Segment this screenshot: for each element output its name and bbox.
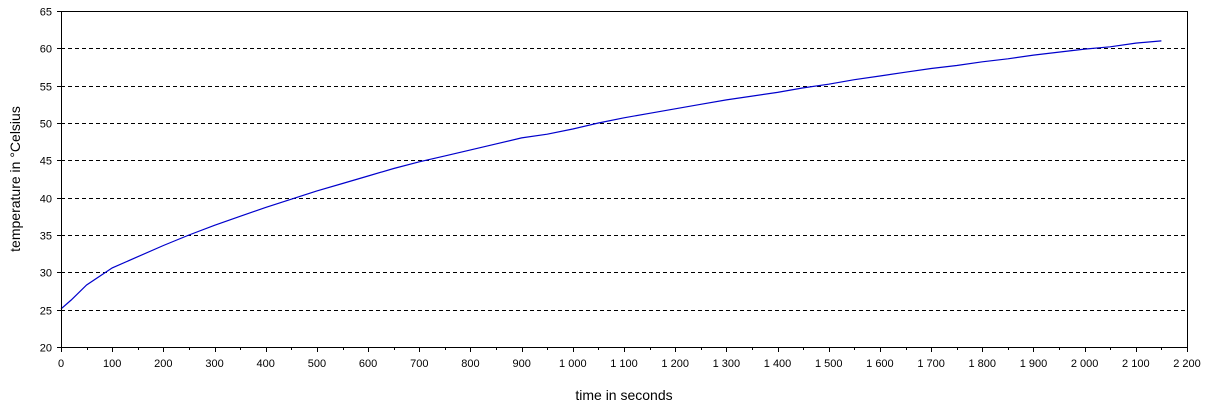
x-tick-label: 1 700	[917, 358, 945, 370]
y-tick-label: 45	[40, 156, 52, 168]
x-tick-label: 2 000	[1071, 358, 1099, 370]
x-tick-label: 1 400	[764, 358, 792, 370]
x-tick-label: 0	[58, 358, 64, 370]
x-tick-label: 2 100	[1122, 358, 1150, 370]
y-tick-label: 35	[40, 231, 52, 243]
y-tick-label: 65	[40, 7, 52, 19]
x-tick-label: 200	[154, 358, 172, 370]
x-tick-label: 1 800	[969, 358, 997, 370]
plot-frame	[61, 11, 1188, 348]
x-axis: 0 100 200 300 400 500 600 700 800 900 1 000 1 100 1 …	[58, 347, 1201, 370]
x-tick-label: 500	[308, 358, 326, 370]
x-tick-label: 1 000	[559, 358, 587, 370]
x-tick-label: 2 200	[1173, 358, 1201, 370]
x-tick-label: 600	[359, 358, 377, 370]
x-tick-label: 900	[512, 358, 530, 370]
y-axis-label: temperature in °Celsius	[7, 106, 23, 252]
x-tick-label: 1 600	[866, 358, 894, 370]
y-tick-label: 40	[40, 194, 52, 206]
x-tick-label: 700	[410, 358, 428, 370]
x-tick-label: 300	[205, 358, 223, 370]
y-tick-label: 50	[40, 119, 52, 131]
y-tick-label: 20	[40, 343, 52, 355]
series-line	[60, 40, 1162, 310]
y-tick-label: 60	[40, 44, 52, 56]
series-layer	[60, 40, 1162, 310]
x-tick-label: 1 100	[610, 358, 638, 370]
y-axis: 20 25 30 35 40 45 50 55 60 65	[40, 7, 61, 355]
x-axis-label: time in seconds	[575, 387, 672, 403]
y-tick-label: 25	[40, 306, 52, 318]
x-tick-label: 1 900	[1020, 358, 1048, 370]
y-tick-label: 55	[40, 82, 52, 94]
gridlines	[61, 48, 1187, 311]
y-tick-label: 30	[40, 268, 52, 280]
x-tick-label: 100	[103, 358, 121, 370]
x-tick-label: 1 200	[661, 358, 689, 370]
x-tick-label: 800	[461, 358, 479, 370]
x-tick-label: 400	[257, 358, 275, 370]
x-tick-label: 1 500	[815, 358, 843, 370]
x-tick-label: 1 300	[713, 358, 741, 370]
